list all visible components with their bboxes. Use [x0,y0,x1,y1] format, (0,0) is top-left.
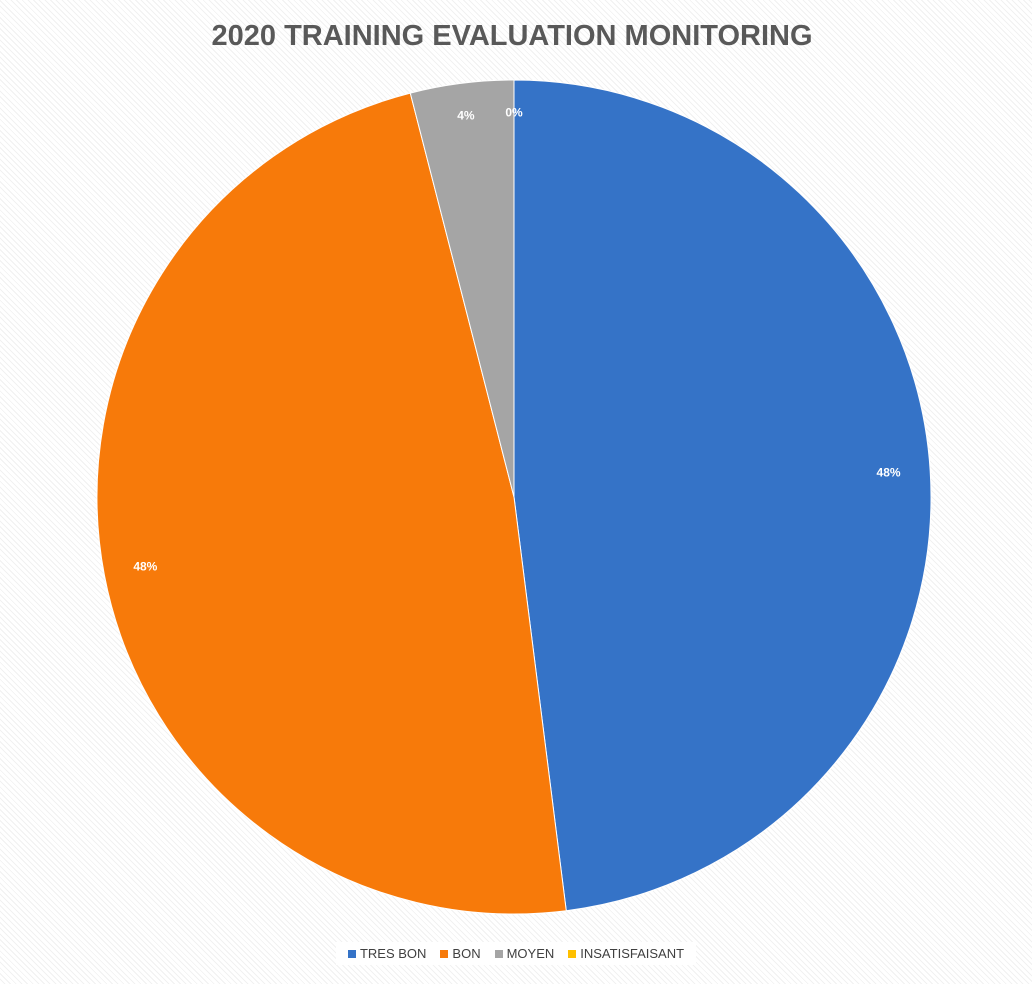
legend-item: TRES BON [347,946,427,961]
legend-label: TRES BON [359,946,427,961]
chart-title: 2020 TRAINING EVALUATION MONITORING [212,20,813,52]
legend-swatch [347,949,356,958]
data-label: 48% [877,466,901,480]
legend-label: BON [452,946,481,961]
pie-slice [96,92,567,915]
pie [96,79,932,915]
legend-item: MOYEN [494,946,555,961]
legend-box: TRES BON BON MOYEN INSATISFAISANT [335,942,697,965]
legend-swatch [568,949,577,958]
legend-label: INSATISFAISANT [580,946,685,961]
data-label: 4% [457,109,475,123]
legend-swatch [440,949,449,958]
legend-item: INSATISFAISANT [568,946,684,961]
legend: TRES BON BON MOYEN INSATISFAISANT [0,942,1032,965]
data-label: 0% [505,106,523,120]
legend-item: BON [440,946,481,961]
legend-swatch [494,949,503,958]
pie-slice [513,79,932,912]
legend-label: MOYEN [506,946,555,961]
data-label: 48% [133,559,157,573]
